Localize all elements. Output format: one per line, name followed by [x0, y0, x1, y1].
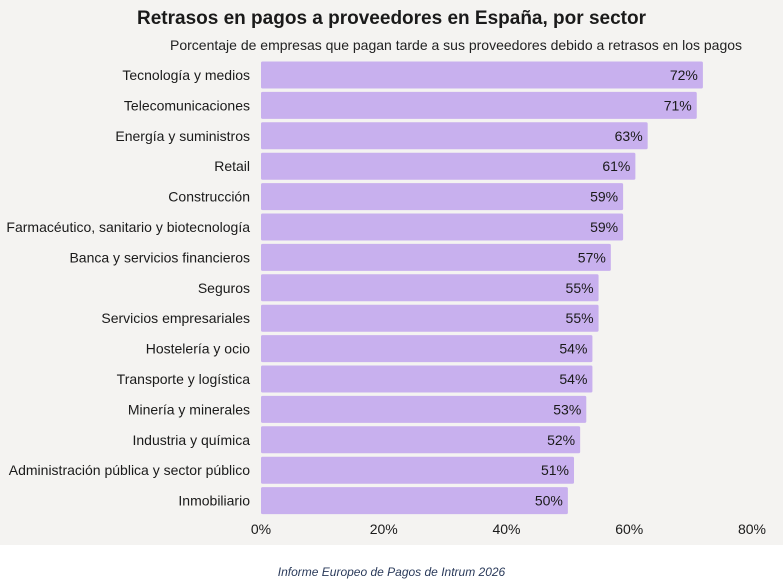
data-label: 50%	[535, 493, 563, 509]
x-tick-label: 60%	[615, 521, 643, 537]
bar	[261, 487, 568, 515]
category-label: Administración pública y sector público	[9, 462, 250, 478]
bar	[261, 456, 575, 484]
category-label: Industria y química	[133, 432, 251, 448]
x-tick-label: 20%	[370, 521, 398, 537]
bar	[261, 122, 648, 150]
data-label: 71%	[664, 97, 692, 113]
x-tick-label: 40%	[492, 521, 520, 537]
data-label: 72%	[670, 67, 698, 83]
data-label: 54%	[559, 341, 587, 357]
x-tick-label: 0%	[251, 521, 271, 537]
bar	[261, 213, 624, 241]
data-label: 59%	[590, 189, 618, 205]
chart-subtitle: Porcentaje de empresas que pagan tarde a…	[170, 37, 743, 53]
category-label: Construcción	[168, 189, 250, 205]
bar	[261, 91, 697, 119]
category-label: Hostelería y ocio	[146, 341, 250, 357]
x-tick-label: 80%	[738, 521, 766, 537]
data-label: 55%	[566, 280, 594, 296]
category-label: Transporte y logística	[117, 371, 251, 387]
category-label: Servicios empresariales	[101, 310, 250, 326]
bar	[261, 426, 581, 454]
data-label: 54%	[559, 371, 587, 387]
data-label: 57%	[578, 249, 606, 265]
bar	[261, 183, 624, 211]
bar	[261, 304, 599, 332]
category-label: Retail	[214, 158, 250, 174]
category-label: Minería y minerales	[128, 401, 250, 417]
category-label: Energía y suministros	[115, 128, 250, 144]
category-label: Farmacéutico, sanitario y biotecnología	[6, 219, 250, 235]
bar	[261, 61, 703, 89]
data-label: 52%	[547, 432, 575, 448]
chart-panel	[0, 0, 783, 545]
bar	[261, 395, 587, 423]
bar-chart: Tecnología y medios 72% Telecomunicaciones…	[6, 61, 766, 537]
category-label: Banca y servicios financieros	[69, 249, 250, 265]
bar	[261, 335, 593, 363]
category-label: Seguros	[198, 280, 250, 296]
bar	[261, 243, 611, 271]
source-note: Informe Europeo de Pagos de Intrum 2026	[277, 565, 506, 579]
data-label: 63%	[615, 128, 643, 144]
category-label: Inmobiliario	[178, 493, 250, 509]
data-label: 53%	[553, 401, 581, 417]
bar	[261, 274, 599, 302]
bar	[261, 365, 593, 393]
data-label: 61%	[602, 158, 630, 174]
data-label: 51%	[541, 462, 569, 478]
bar	[261, 152, 636, 180]
data-label: 59%	[590, 219, 618, 235]
data-label: 55%	[566, 310, 594, 326]
category-label: Telecomunicaciones	[124, 97, 250, 113]
category-label: Tecnología y medios	[122, 67, 250, 83]
chart-title: Retrasos en pagos a proveedores en Españ…	[137, 8, 646, 29]
